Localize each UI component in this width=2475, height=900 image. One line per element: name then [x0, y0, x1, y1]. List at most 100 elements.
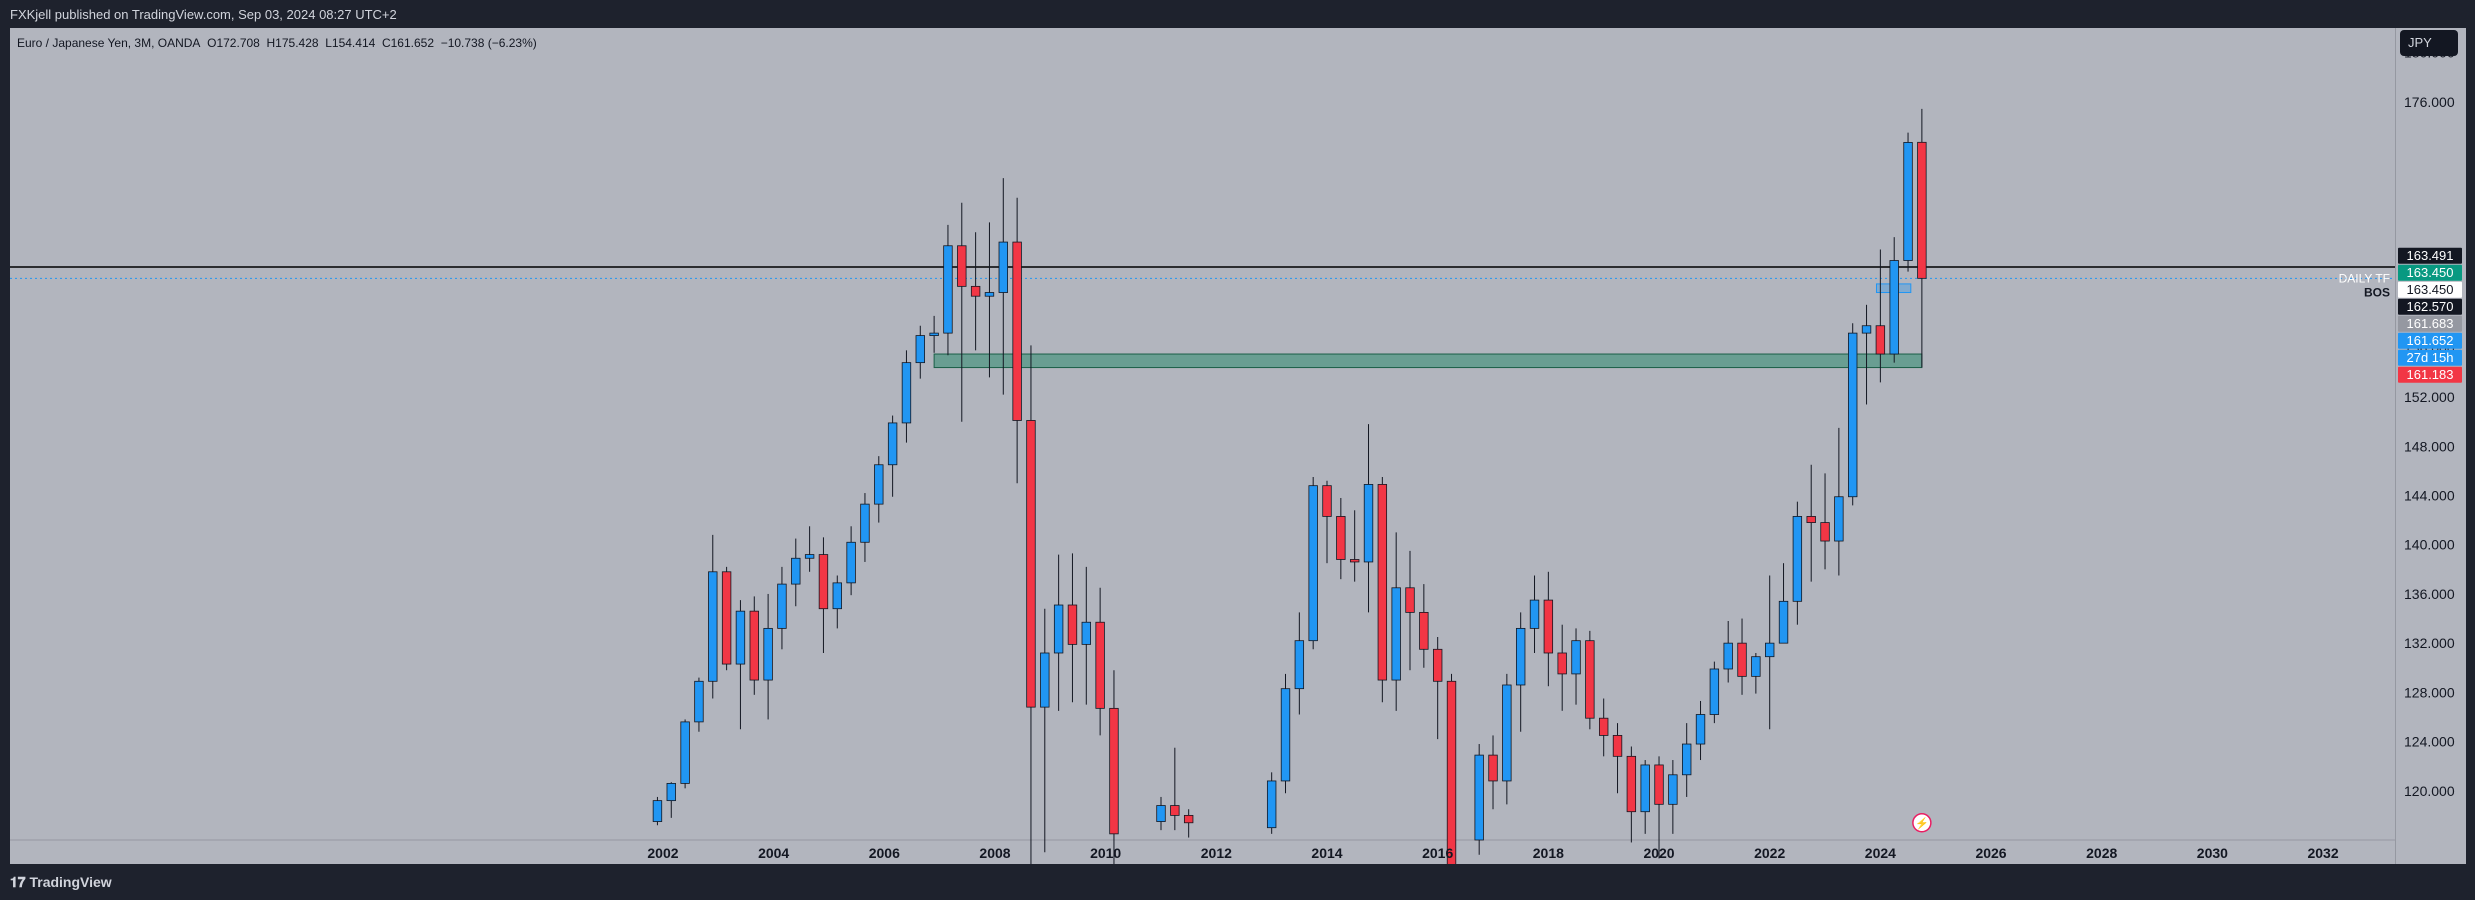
- x-tick-label: 2012: [1201, 845, 1232, 861]
- x-tick-label: 2030: [2197, 845, 2228, 861]
- candle-body: [1751, 656, 1761, 677]
- publish-info: FXKjell published on TradingView.com, Se…: [10, 7, 397, 22]
- price-tag-label: 163.491: [2407, 248, 2454, 263]
- candle-body: [1903, 142, 1913, 261]
- candle-body: [1585, 640, 1595, 719]
- x-tick-label: 2010: [1090, 845, 1121, 861]
- candle-body: [1363, 484, 1374, 563]
- candle-body: [943, 245, 953, 334]
- y-tick-label: 132.000: [2404, 635, 2455, 651]
- candle-body: [1053, 604, 1064, 654]
- candle-body: [1654, 764, 1664, 805]
- candle-body: [1040, 652, 1050, 708]
- candle-body: [1723, 642, 1733, 670]
- price-tag-label: 27d 15h: [2407, 350, 2454, 365]
- flash-glyph-icon: ⚡: [1915, 817, 1929, 830]
- candle-body: [1834, 496, 1844, 542]
- candle-body: [1543, 599, 1554, 654]
- candle-body: [1012, 241, 1022, 421]
- tv-logo-icon: 𝟏𝟕: [10, 874, 26, 890]
- candle-body: [1377, 484, 1388, 681]
- currency-button[interactable]: JPY: [2400, 30, 2458, 56]
- candle-body: [1806, 516, 1816, 523]
- candle-body: [735, 610, 746, 665]
- price-axis-svg[interactable]: 120.000 124.000 128.000 132.000 136.000 140.0…: [2396, 28, 2466, 864]
- candle-body: [1875, 325, 1886, 355]
- publish-header: FXKjell published on TradingView.com, Se…: [0, 0, 2475, 28]
- candle-body: [1695, 714, 1706, 745]
- candle-body: [1419, 611, 1429, 650]
- candle-body: [1529, 599, 1540, 629]
- demand-zone: [933, 353, 1923, 369]
- candle-body: [1515, 627, 1526, 686]
- chart-pane[interactable]: DAILY TF BOS 2002 2004 2006 2008 2010 2012 2014 2…: [10, 28, 2395, 864]
- candle-body: [1626, 755, 1637, 813]
- price-tag: [2398, 281, 2462, 298]
- candle-body: [1488, 754, 1498, 782]
- candle-body: [1848, 332, 1858, 498]
- candle-body: [777, 583, 787, 629]
- price-tag: [2398, 349, 2462, 366]
- candle-body: [984, 292, 995, 297]
- tradingview-logo[interactable]: 𝟏𝟕 TradingView: [10, 874, 112, 891]
- price-tag: [2398, 315, 2462, 332]
- y-tick-label: 124.000: [2404, 734, 2455, 750]
- candle-body: [1474, 754, 1484, 841]
- ohlc-low: L154.414: [325, 36, 376, 50]
- y-tick-label: 120.000: [2404, 783, 2455, 799]
- candle-body: [1571, 640, 1581, 675]
- candle-body: [1640, 764, 1650, 813]
- candle-body: [1682, 743, 1692, 776]
- candle-body: [1765, 642, 1775, 658]
- ohlc-high: H175.428: [266, 36, 319, 50]
- y-tick-label: 148.000: [2404, 438, 2455, 454]
- x-tick-label: 2026: [1975, 845, 2006, 861]
- price-tag: [2398, 332, 2462, 349]
- candle-body: [763, 627, 773, 681]
- candle-body: [929, 332, 939, 336]
- bos-label: BOS: [2364, 286, 2390, 300]
- x-tick-label: 2020: [1643, 845, 1674, 861]
- candle-body: [791, 557, 801, 585]
- candle-body: [1336, 516, 1346, 560]
- candle-body: [721, 571, 732, 665]
- y-tick-label: 152.000: [2404, 389, 2455, 405]
- price-tag-label: 163.450: [2407, 282, 2454, 297]
- candle-body: [1026, 420, 1036, 708]
- x-tick-label: 2004: [758, 845, 789, 861]
- y-tick-label: 176.000: [2404, 94, 2455, 110]
- candle-body: [1391, 587, 1401, 681]
- candle-body: [652, 800, 663, 822]
- candle-body: [915, 335, 925, 364]
- candle-body: [1446, 680, 1457, 864]
- price-tag: [2398, 366, 2462, 383]
- price-tag: [2398, 264, 2462, 281]
- ohlc-close: C161.652: [381, 36, 435, 50]
- x-tick-label: 2022: [1754, 845, 1785, 861]
- x-tick-label: 2002: [647, 845, 678, 861]
- candle-body: [1709, 668, 1720, 715]
- symbol-legend[interactable]: Euro / Japanese Yen, 3M, OANDA O172.708 …: [17, 36, 537, 50]
- candle-body: [1820, 522, 1830, 542]
- candle-body: [1432, 648, 1443, 682]
- x-tick-label: 2018: [1533, 845, 1564, 861]
- x-tick-label: 2008: [979, 845, 1010, 861]
- price-axis[interactable]: 120.000 124.000 128.000 132.000 136.000 140.0…: [2395, 28, 2466, 864]
- ohlc-open: O172.708: [207, 36, 260, 50]
- candle-body: [1889, 260, 1899, 355]
- price-tag-label: 161.183: [2407, 367, 2454, 382]
- y-tick-label: 136.000: [2404, 586, 2455, 602]
- x-tick-label: 2028: [2086, 845, 2117, 861]
- candle-body: [832, 582, 842, 610]
- candle-body: [680, 721, 690, 784]
- candle-body: [1792, 516, 1803, 602]
- candle-body: [1612, 735, 1623, 757]
- candle-body: [804, 554, 815, 559]
- candle-body: [846, 541, 856, 584]
- candle-body: [818, 554, 829, 610]
- price-tag-label: 162.570: [2407, 299, 2454, 314]
- x-tick-label: 2032: [2307, 845, 2338, 861]
- candle-body: [1183, 814, 1194, 824]
- candle-body: [1067, 604, 1078, 645]
